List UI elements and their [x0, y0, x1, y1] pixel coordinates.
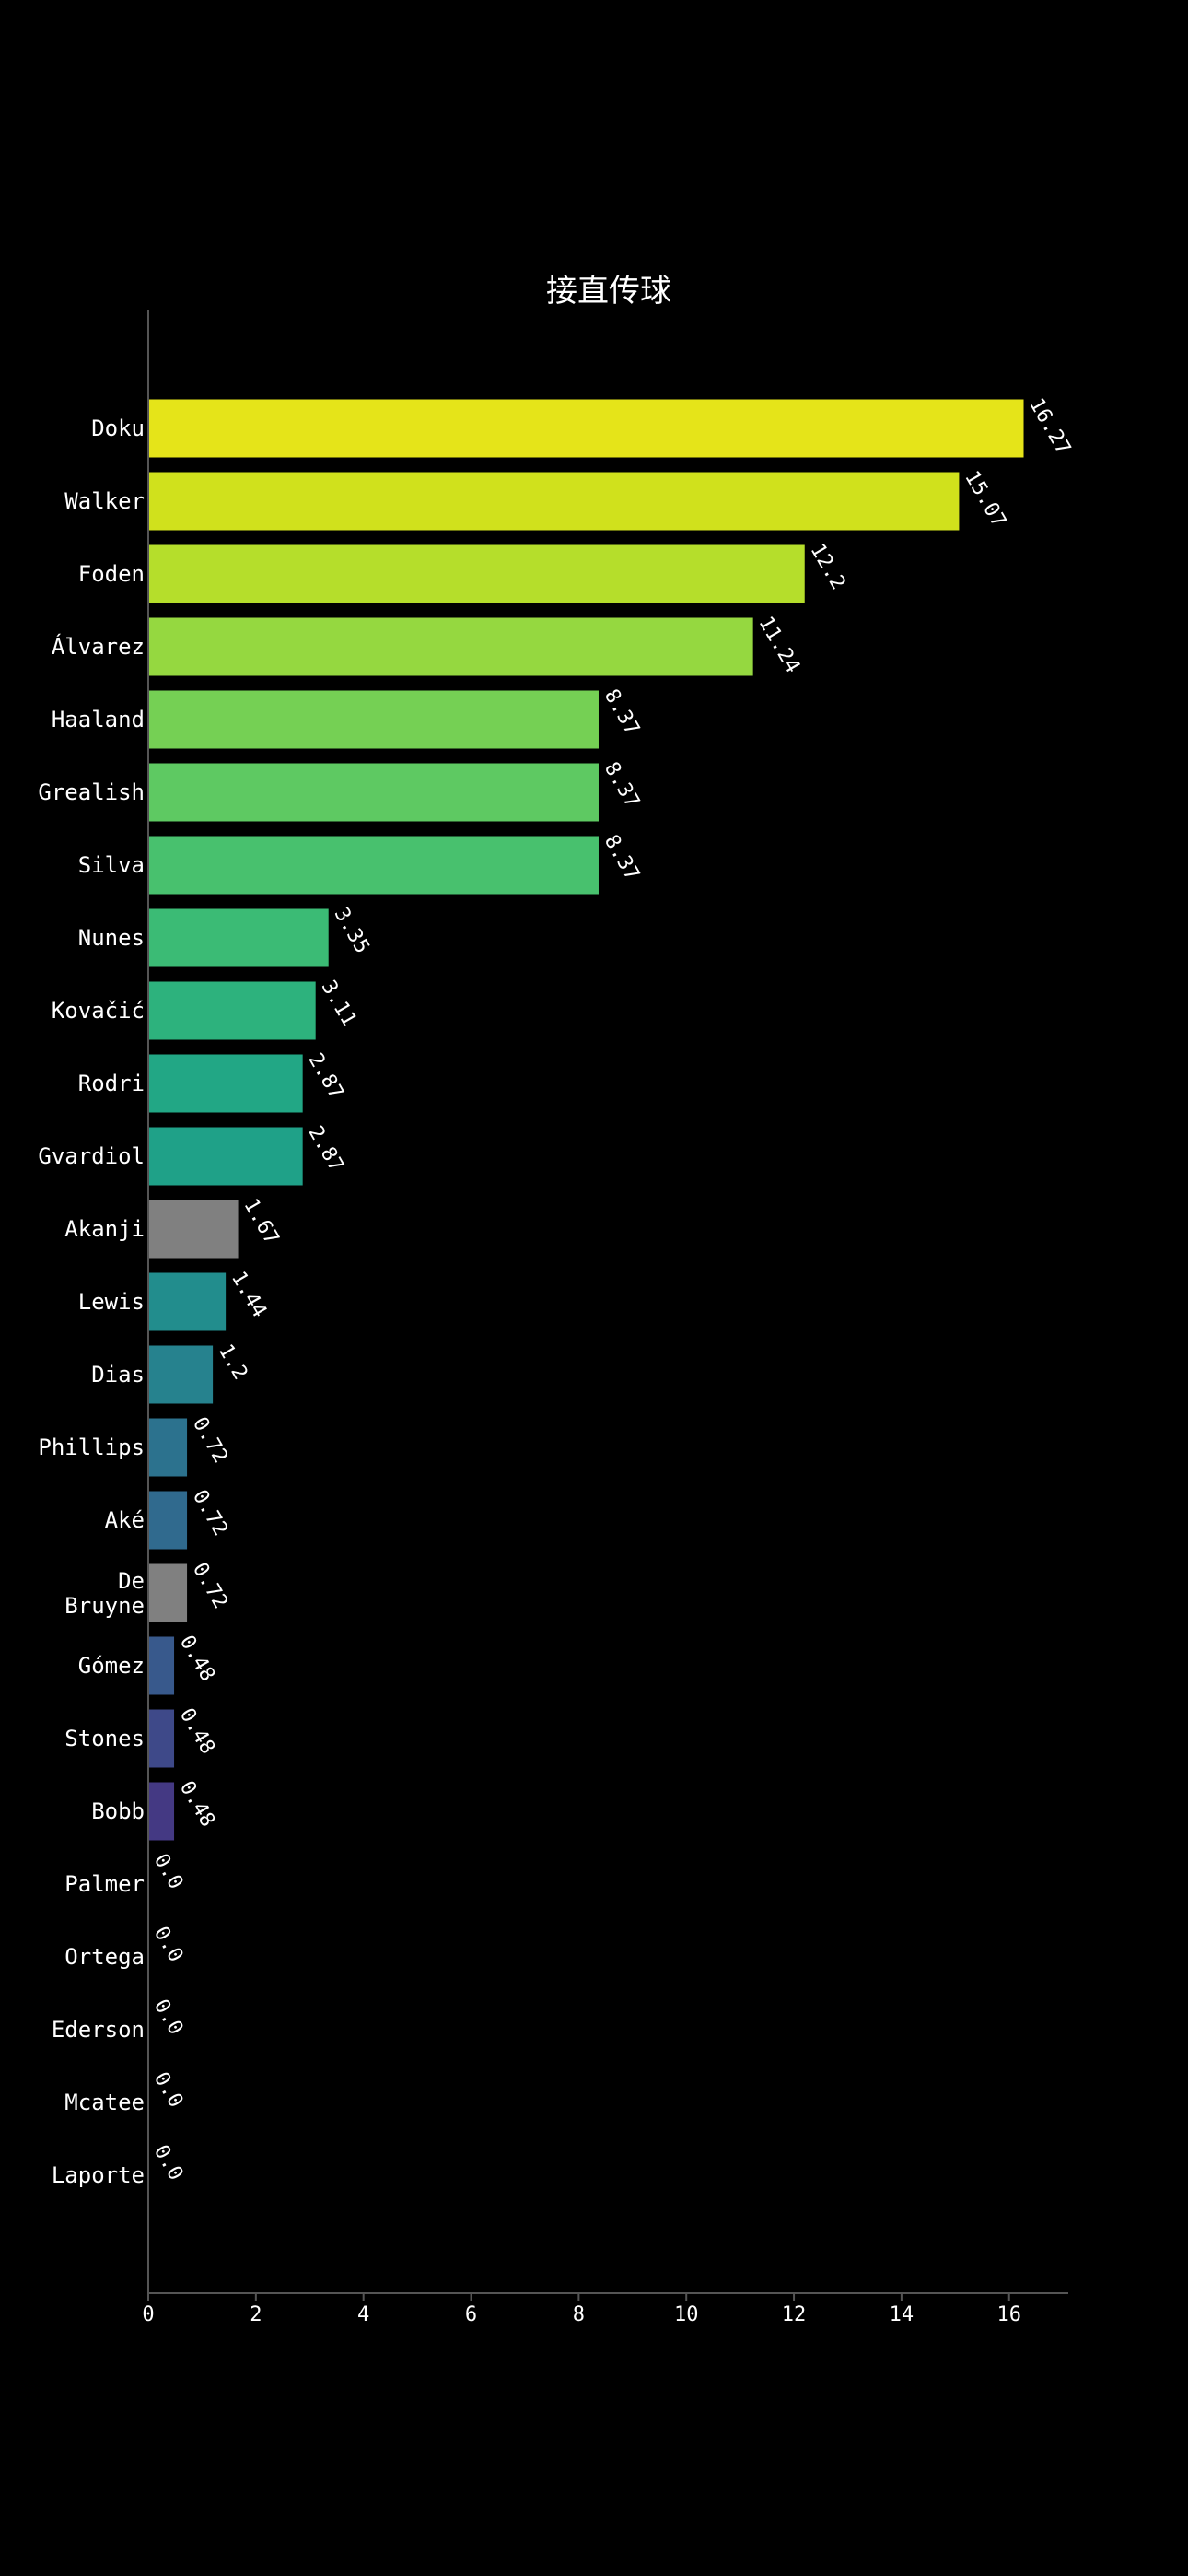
- x-tick-label: 8: [573, 2303, 585, 2326]
- category-label: Silva: [78, 852, 145, 878]
- bar: [148, 908, 329, 967]
- category-label: Phillips: [38, 1434, 145, 1460]
- bar: [148, 1345, 214, 1404]
- value-label: 0.0: [149, 1923, 188, 1966]
- category-label: Walker: [64, 488, 145, 514]
- category-label: Akanji: [64, 1216, 145, 1242]
- value-label: 0.0: [149, 2141, 188, 2184]
- category-label: Dias: [91, 1362, 145, 1388]
- x-tick-label: 2: [250, 2303, 262, 2326]
- bar: [148, 1782, 175, 1841]
- category-label: Palmer: [64, 1871, 145, 1897]
- bar: [148, 1272, 227, 1331]
- value-label: 3.35: [330, 904, 374, 957]
- bar: [148, 399, 1024, 458]
- category-label: Rodri: [78, 1071, 145, 1096]
- value-label: 0.72: [188, 1559, 232, 1612]
- category-label: Laporte: [52, 2162, 145, 2188]
- value-label: 8.37: [600, 685, 644, 739]
- value-label: 0.48: [175, 1632, 219, 1685]
- category-label: Doku: [91, 416, 145, 441]
- value-label: 0.0: [149, 2068, 188, 2112]
- value-label: 2.87: [303, 1122, 347, 1176]
- axes-layer: 0 2 4 6 8 10 12 14 16: [142, 310, 1068, 2326]
- value-label: 0.72: [188, 1413, 232, 1467]
- chart-title: 接直传球: [546, 273, 671, 310]
- bar: [148, 1636, 175, 1695]
- value-label: 11.24: [753, 613, 804, 677]
- value-label: 16.27: [1024, 394, 1075, 459]
- category-label: Foden: [78, 561, 145, 587]
- bar: [148, 1127, 303, 1186]
- x-tick-label: 4: [357, 2303, 369, 2326]
- value-label: 0.48: [175, 1704, 219, 1758]
- category-label: Ederson: [52, 2017, 145, 2043]
- value-label: 0.48: [175, 1777, 219, 1831]
- x-tick-label: 0: [142, 2303, 154, 2326]
- bar: [148, 1200, 239, 1259]
- category-label: Haaland: [52, 707, 145, 732]
- x-tick-label: 6: [465, 2303, 477, 2326]
- bar: [148, 763, 599, 822]
- bar: [148, 836, 599, 895]
- value-label: 0.0: [149, 1996, 188, 2039]
- value-label: 2.87: [303, 1049, 347, 1103]
- bars-layer: Doku 16.27 Walker 15.07 Foden 12.2 Álvarez 11.2…: [38, 394, 1075, 2188]
- bar: [148, 1709, 175, 1768]
- category-label: Nunes: [78, 925, 145, 951]
- category-label: Gómez: [78, 1653, 145, 1679]
- bar: [148, 1054, 303, 1113]
- category-label: Ortega: [64, 1944, 145, 1970]
- value-label: 1.44: [227, 1268, 271, 1321]
- category-label: Mcatee: [64, 2090, 145, 2115]
- x-tick-label: 10: [674, 2303, 699, 2326]
- value-label: 8.37: [600, 831, 644, 884]
- category-label: Aké: [105, 1507, 145, 1533]
- x-tick-label: 16: [996, 2303, 1021, 2326]
- bar: [148, 981, 316, 1040]
- bar: [148, 544, 805, 603]
- x-tick-label: 14: [890, 2303, 914, 2326]
- bar: [148, 690, 599, 749]
- bar: [148, 1418, 188, 1477]
- value-label: 12.2: [806, 540, 850, 593]
- value-label: 15.07: [960, 467, 1010, 532]
- category-label: Kovačić: [52, 998, 145, 1024]
- category-label: Álvarez: [52, 633, 145, 660]
- value-label: 1.2: [214, 1341, 252, 1384]
- category-label: Bobb: [91, 1798, 145, 1824]
- value-label: 1.67: [239, 1195, 283, 1248]
- value-label: 0.0: [149, 1850, 188, 1893]
- value-label: 3.11: [316, 977, 360, 1030]
- category-label: De Bruyne: [64, 1568, 145, 1619]
- value-label: 8.37: [600, 758, 644, 812]
- category-label: Stones: [64, 1726, 145, 1751]
- x-tick-label: 12: [782, 2303, 807, 2326]
- bar: [148, 472, 960, 531]
- bar: [148, 1563, 188, 1622]
- category-label: Grealish: [38, 779, 145, 805]
- bar: [148, 617, 753, 676]
- category-label: Lewis: [78, 1289, 145, 1315]
- value-label: 0.72: [188, 1486, 232, 1540]
- bar: [148, 1491, 188, 1550]
- category-label: Gvardiol: [38, 1143, 145, 1169]
